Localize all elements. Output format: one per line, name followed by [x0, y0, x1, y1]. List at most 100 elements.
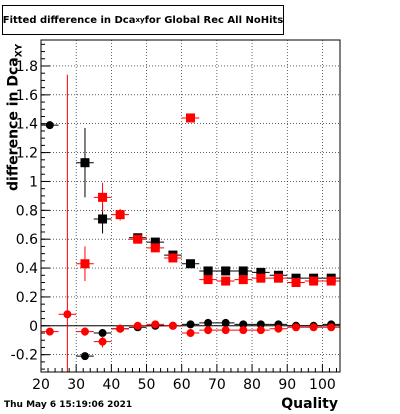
data-point: [234, 326, 253, 335]
square-marker: [150, 237, 160, 247]
data-point: [269, 324, 288, 333]
data-point: [58, 74, 77, 372]
square-marker: [168, 253, 178, 263]
data-point: [76, 327, 94, 336]
y-tick-label: 0.2: [16, 290, 38, 306]
data-point: [216, 318, 235, 327]
x-tick-label: 20: [32, 377, 50, 393]
data-point: [164, 253, 182, 263]
data-point: [252, 326, 270, 335]
square-marker: [291, 278, 301, 288]
plot-frame: [40, 39, 341, 373]
y-axis-label: difference in DcaXY: [6, 42, 25, 192]
data-point: [181, 259, 200, 269]
data-point: [181, 113, 200, 123]
data-point: [252, 267, 270, 277]
data-point: [199, 318, 217, 327]
data-point: [234, 320, 253, 329]
circle-marker: [221, 326, 230, 335]
square-marker: [256, 267, 266, 277]
axis-ticks: 20 30 40 50 60 70 80 90 100 -0.2 0 0.2 0.4 0.6 0.8 1 1.2…: [11, 43, 337, 393]
data-point: [269, 273, 288, 283]
data-markers: [41, 74, 340, 372]
y-tick-label: 0.4: [16, 261, 38, 277]
y-axis-label-subscript: XY: [14, 43, 25, 58]
data-point: [304, 276, 323, 286]
square-marker: [203, 266, 213, 276]
title-tail: for Global Rec All NoHits: [144, 14, 284, 26]
square-marker: [238, 275, 248, 285]
square-marker: [133, 234, 143, 244]
data-point: [76, 246, 94, 282]
x-tick-label: 100: [309, 377, 336, 393]
x-axis-label: Quality: [281, 396, 338, 412]
x-tick-label: 30: [67, 377, 85, 393]
square-marker: [80, 158, 90, 168]
y-tick-label: 1.4: [16, 117, 38, 133]
data-point: [199, 266, 217, 276]
y-tick-label: 0.8: [16, 203, 38, 219]
data-point: [128, 321, 147, 330]
circle-marker: [239, 326, 248, 335]
data-point: [93, 182, 112, 212]
circle-marker: [45, 327, 54, 336]
data-point: [146, 320, 165, 329]
plot-title: Fitted difference in Dca xy for Global Re…: [2, 5, 284, 35]
data-point: [128, 234, 147, 244]
circle-marker: [186, 329, 195, 338]
circle-marker: [204, 318, 213, 327]
data-point: [111, 208, 129, 221]
y-tick-label: 0.6: [16, 232, 38, 248]
square-marker: [309, 276, 319, 286]
data-point: [164, 321, 182, 330]
data-point: [111, 324, 129, 333]
data-point: [322, 276, 340, 286]
circle-marker: [45, 121, 54, 130]
circle-marker: [239, 320, 248, 329]
grid-lines: [40, 40, 340, 372]
timestamp: Thu May 6 15:19:06 2021: [4, 400, 133, 410]
y-tick-label: 1: [29, 174, 38, 190]
data-point: [181, 329, 200, 338]
data-point: [146, 243, 165, 253]
data-point: [76, 128, 94, 198]
circle-marker: [327, 323, 336, 332]
square-marker: [98, 214, 108, 224]
data-point: [41, 121, 59, 130]
circle-marker: [292, 323, 301, 332]
title-subscript: xy: [135, 16, 145, 24]
x-tick-label: 90: [278, 377, 296, 393]
square-marker: [221, 276, 231, 286]
circle-marker: [309, 323, 318, 332]
circle-marker: [221, 318, 230, 327]
title-main: Fitted difference in Dca: [2, 14, 136, 26]
square-marker: [238, 266, 248, 276]
square-marker: [203, 275, 213, 285]
data-point: [234, 275, 253, 285]
circle-marker: [151, 320, 160, 329]
x-tick-label: 60: [173, 377, 191, 393]
data-point: [252, 273, 270, 283]
data-point: [322, 323, 340, 332]
square-marker: [150, 243, 160, 253]
x-tick-label: 50: [138, 377, 156, 393]
square-marker: [273, 273, 283, 283]
circle-marker: [80, 352, 89, 361]
circle-marker: [98, 337, 107, 346]
data-point: [199, 275, 217, 285]
data-point: [216, 326, 235, 335]
data-point: [93, 329, 112, 338]
data-point: [287, 278, 305, 288]
data-point: [287, 323, 305, 332]
circle-marker: [274, 324, 283, 333]
circle-marker: [256, 320, 265, 329]
circle-marker: [186, 320, 195, 329]
square-marker: [115, 210, 125, 220]
data-point: [252, 320, 270, 329]
y-axis-label-main: difference in Dca: [5, 57, 22, 191]
data-point: [216, 276, 235, 286]
x-tick-label: 40: [102, 377, 120, 393]
x-tick-label: 80: [243, 377, 261, 393]
square-marker: [98, 192, 108, 202]
x-tick-label: 70: [208, 377, 226, 393]
